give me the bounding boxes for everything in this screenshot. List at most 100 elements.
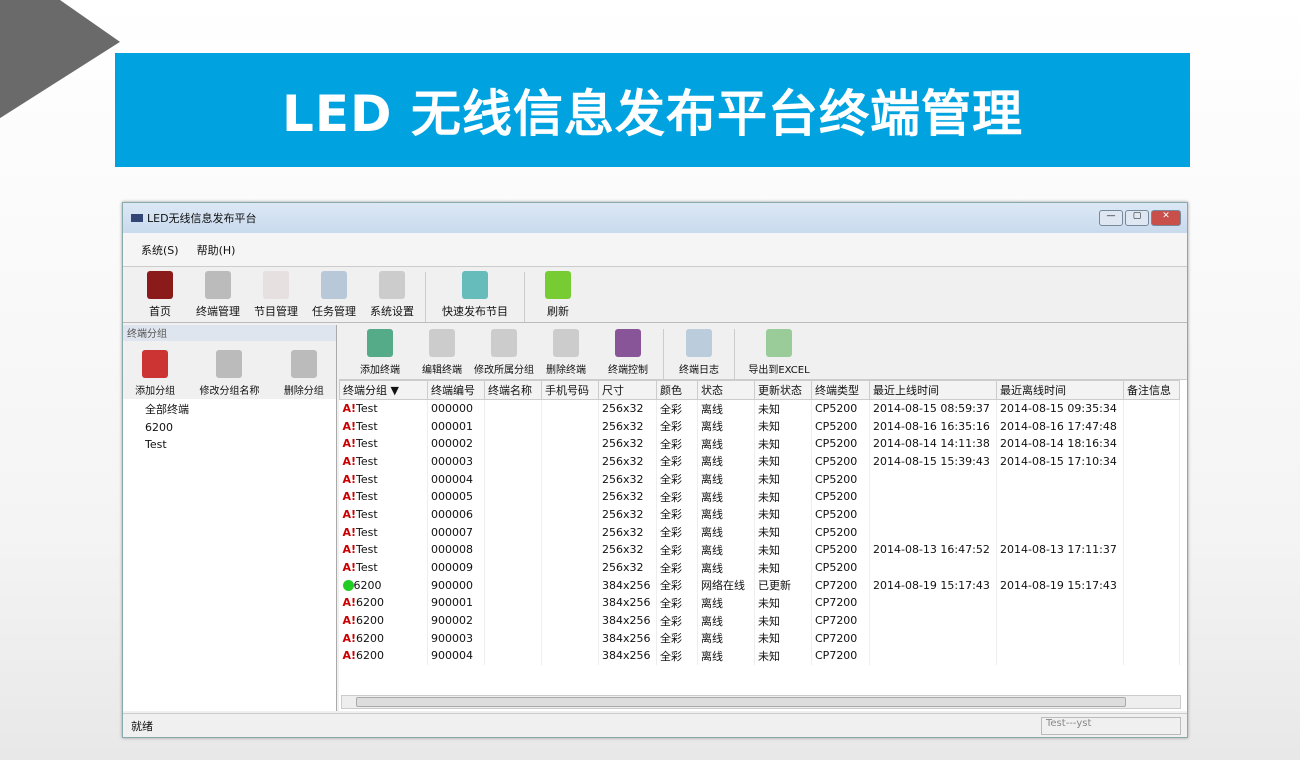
group-tool-1[interactable]: 修改分组名称	[199, 350, 259, 397]
tree-item-all[interactable]: 全部终端	[145, 403, 189, 416]
table-cell	[541, 576, 599, 595]
column-header[interactable]: 更新状态	[754, 380, 812, 400]
table-cell: 未知	[754, 505, 812, 524]
table-cell: 384x256	[598, 576, 657, 595]
table-cell: 未知	[754, 434, 812, 453]
warning-icon: A!	[342, 507, 357, 521]
table-row[interactable]: A!6200 900002 384x256 全彩 离线 未知 CP7200	[339, 611, 1180, 630]
terminal-tool-2[interactable]: 修改所属分组	[473, 329, 535, 379]
table-row[interactable]: A!Test 000005 256x32 全彩 离线 未知 CP5200	[339, 487, 1180, 506]
cell-group: 6200	[339, 576, 428, 595]
table-row[interactable]: A!6200 900001 384x256 全彩 离线 未知 CP7200	[339, 594, 1180, 612]
table-cell	[541, 487, 599, 506]
column-header[interactable]: 颜色	[656, 380, 698, 400]
table-cell-notes	[1123, 487, 1180, 506]
toolbar-button-4[interactable]: 系统设置	[363, 271, 421, 322]
table-cell	[996, 470, 1124, 488]
table-cell: 离线	[697, 558, 755, 577]
table-row[interactable]: A!Test 000000 256x32 全彩 离线 未知 CP5200 2014-08-15…	[339, 399, 1180, 418]
quick-publish-icon	[462, 271, 488, 299]
group-tool-label: 修改分组名称	[199, 386, 260, 397]
column-header[interactable]: 终端编号	[427, 380, 485, 400]
group-tool-2[interactable]: 删除分组	[284, 350, 324, 397]
scroll-thumb[interactable]	[356, 697, 1126, 707]
toolbar-button-5[interactable]: 快速发布节目	[430, 271, 520, 322]
table-row[interactable]: A!Test 000001 256x32 全彩 离线 未知 CP5200 2014-08-16…	[339, 417, 1180, 435]
toolbar-separator	[663, 329, 664, 379]
table-cell	[541, 647, 599, 665]
toolbar-button-6[interactable]: 刷新	[529, 271, 587, 322]
column-header[interactable]: 备注信息	[1123, 380, 1180, 400]
terminal-tool-4[interactable]: 终端控制	[597, 329, 659, 379]
toolbar-label: 节目管理	[254, 305, 298, 318]
table-cell: 全彩	[656, 523, 698, 541]
warning-icon: A!	[342, 596, 357, 610]
toolbar-label: 快速发布节目	[442, 305, 508, 318]
group-tool-0[interactable]: 添加分组	[135, 350, 175, 397]
cell-group: A!Test	[339, 434, 428, 453]
table-cell	[869, 487, 997, 506]
terminal-tool-6[interactable]: 导出到EXCEL	[739, 329, 819, 379]
toolbar-button-2[interactable]: 节目管理	[247, 271, 305, 322]
terminal-tool-3[interactable]: 删除终端	[535, 329, 597, 379]
group-name: Test	[356, 507, 378, 521]
table-cell	[484, 434, 542, 453]
minimize-button[interactable]: —	[1099, 210, 1123, 226]
toolbar-separator	[425, 272, 426, 322]
table-cell	[484, 523, 542, 541]
tree-item-test[interactable]: Test	[145, 438, 167, 451]
horizontal-scrollbar[interactable]	[341, 695, 1181, 709]
column-header[interactable]: 尺寸	[598, 380, 657, 400]
toolbar-button-0[interactable]: 首页	[131, 271, 189, 322]
column-header[interactable]: 最近离线时间	[996, 380, 1124, 400]
table-cell: 000001	[427, 417, 485, 435]
column-header[interactable]: 状态	[697, 380, 755, 400]
cell-group: A!6200	[339, 611, 428, 630]
tree-item-6200[interactable]: 6200	[145, 421, 173, 434]
gear-icon	[379, 271, 405, 299]
warning-icon: A!	[342, 614, 357, 628]
table-cell	[484, 505, 542, 524]
column-header[interactable]: 手机号码	[541, 380, 599, 400]
table-cell: CP7200	[811, 629, 870, 648]
column-header[interactable]: 最近上线时间	[869, 380, 997, 400]
toolbar-button-1[interactable]: 终端管理	[189, 271, 247, 322]
terminal-tool-0[interactable]: 添加终端	[349, 329, 411, 379]
table-cell	[541, 611, 599, 630]
terminal-tool-label: 删除终端	[546, 365, 586, 376]
table-row[interactable]: A!Test 000009 256x32 全彩 离线 未知 CP5200	[339, 558, 1180, 577]
table-cell	[869, 629, 997, 648]
table-row[interactable]: A!Test 000007 256x32 全彩 离线 未知 CP5200	[339, 523, 1180, 541]
toolbar-label: 系统设置	[370, 305, 414, 318]
table-cell: 000009	[427, 558, 485, 577]
column-header[interactable]: 终端分组 ▼	[339, 380, 428, 400]
table-cell: 384x256	[598, 629, 657, 648]
table-row[interactable]: A!6200 900004 384x256 全彩 离线 未知 CP7200	[339, 647, 1180, 665]
terminal-tool-5[interactable]: 终端日志	[668, 329, 730, 379]
table-row[interactable]: 6200 900000 384x256 全彩 网络在线 已更新 CP7200 2014-08-…	[339, 576, 1180, 595]
table-cell: 全彩	[656, 611, 698, 630]
app-window: LED无线信息发布平台 — ▢ ✕ 系统(S) 帮助(H) 首页 终端管理 节目管理…	[122, 202, 1188, 738]
table-row[interactable]: A!Test 000002 256x32 全彩 离线 未知 CP5200 2014-08-14…	[339, 434, 1180, 453]
table-cell: CP7200	[811, 594, 870, 612]
table-cell: CP5200	[811, 541, 870, 559]
toolbar-button-3[interactable]: 任务管理	[305, 271, 363, 322]
terminal-tool-1[interactable]: 编辑终端	[411, 329, 473, 379]
table-row[interactable]: A!Test 000008 256x32 全彩 离线 未知 CP5200 2014-08-13…	[339, 541, 1180, 559]
group-toolbar: 添加分组 修改分组名称 删除分组	[123, 341, 336, 399]
table-row[interactable]: A!Test 000004 256x32 全彩 离线 未知 CP5200	[339, 470, 1180, 488]
table-row[interactable]: A!Test 000006 256x32 全彩 离线 未知 CP5200	[339, 505, 1180, 524]
column-header[interactable]: 终端类型	[811, 380, 870, 400]
table-row[interactable]: A!6200 900003 384x256 全彩 离线 未知 CP7200	[339, 629, 1180, 648]
column-header[interactable]: 终端名称	[484, 380, 542, 400]
close-button[interactable]: ✕	[1151, 210, 1181, 226]
menu-help[interactable]: 帮助(H)	[196, 243, 236, 257]
warning-icon: A!	[342, 402, 357, 416]
maximize-button[interactable]: ▢	[1125, 210, 1149, 226]
table-cell: 未知	[754, 399, 812, 418]
table-row[interactable]: A!Test 000003 256x32 全彩 离线 未知 CP5200 2014-08-15…	[339, 452, 1180, 471]
menu-system[interactable]: 系统(S)	[141, 243, 179, 257]
status-text: 就绪	[131, 719, 153, 733]
table-cell: 全彩	[656, 452, 698, 471]
terminal-tool-label: 修改所属分组	[474, 365, 534, 376]
